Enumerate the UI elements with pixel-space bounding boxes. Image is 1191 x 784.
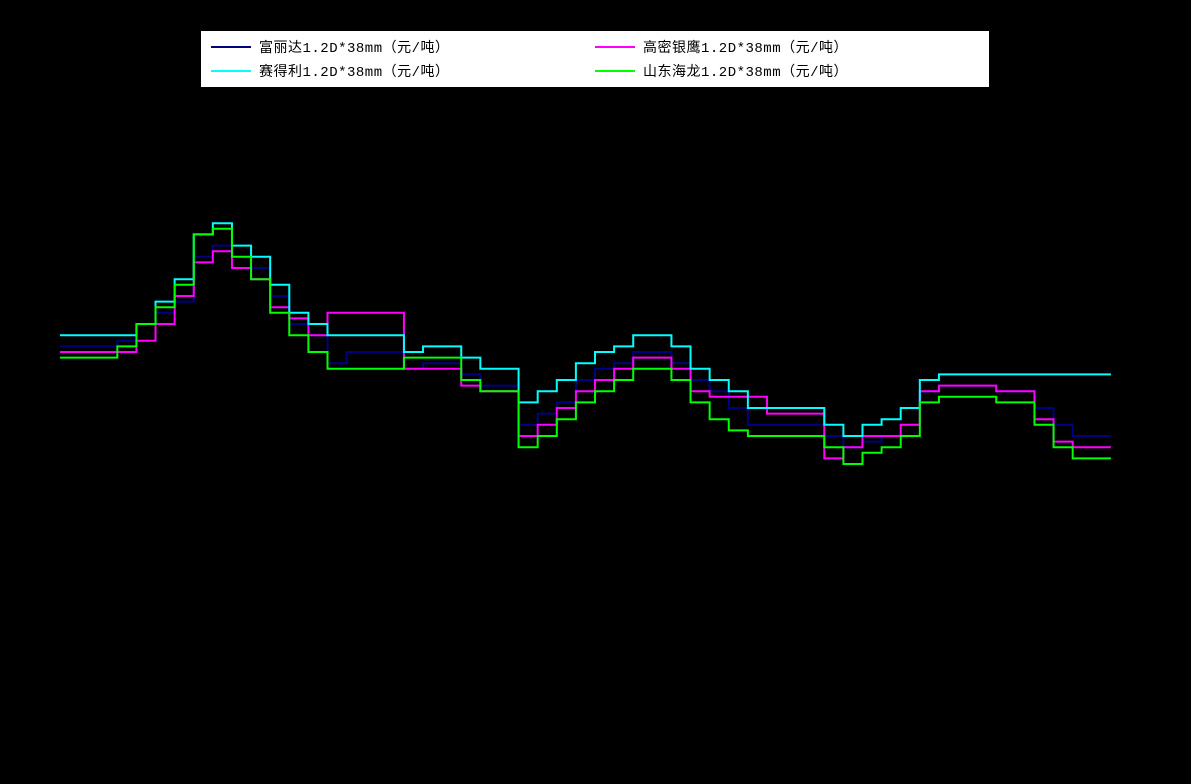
series-group — [60, 223, 1111, 464]
series-line — [60, 229, 1111, 464]
series-line — [60, 251, 1111, 458]
chart-container: 富丽达1.2D*38mm（元/吨） 高密银鹰1.2D*38mm（元/吨） 赛得利… — [0, 0, 1191, 784]
series-line — [60, 246, 1111, 448]
series-line — [60, 223, 1111, 436]
chart-plot — [0, 0, 1191, 784]
